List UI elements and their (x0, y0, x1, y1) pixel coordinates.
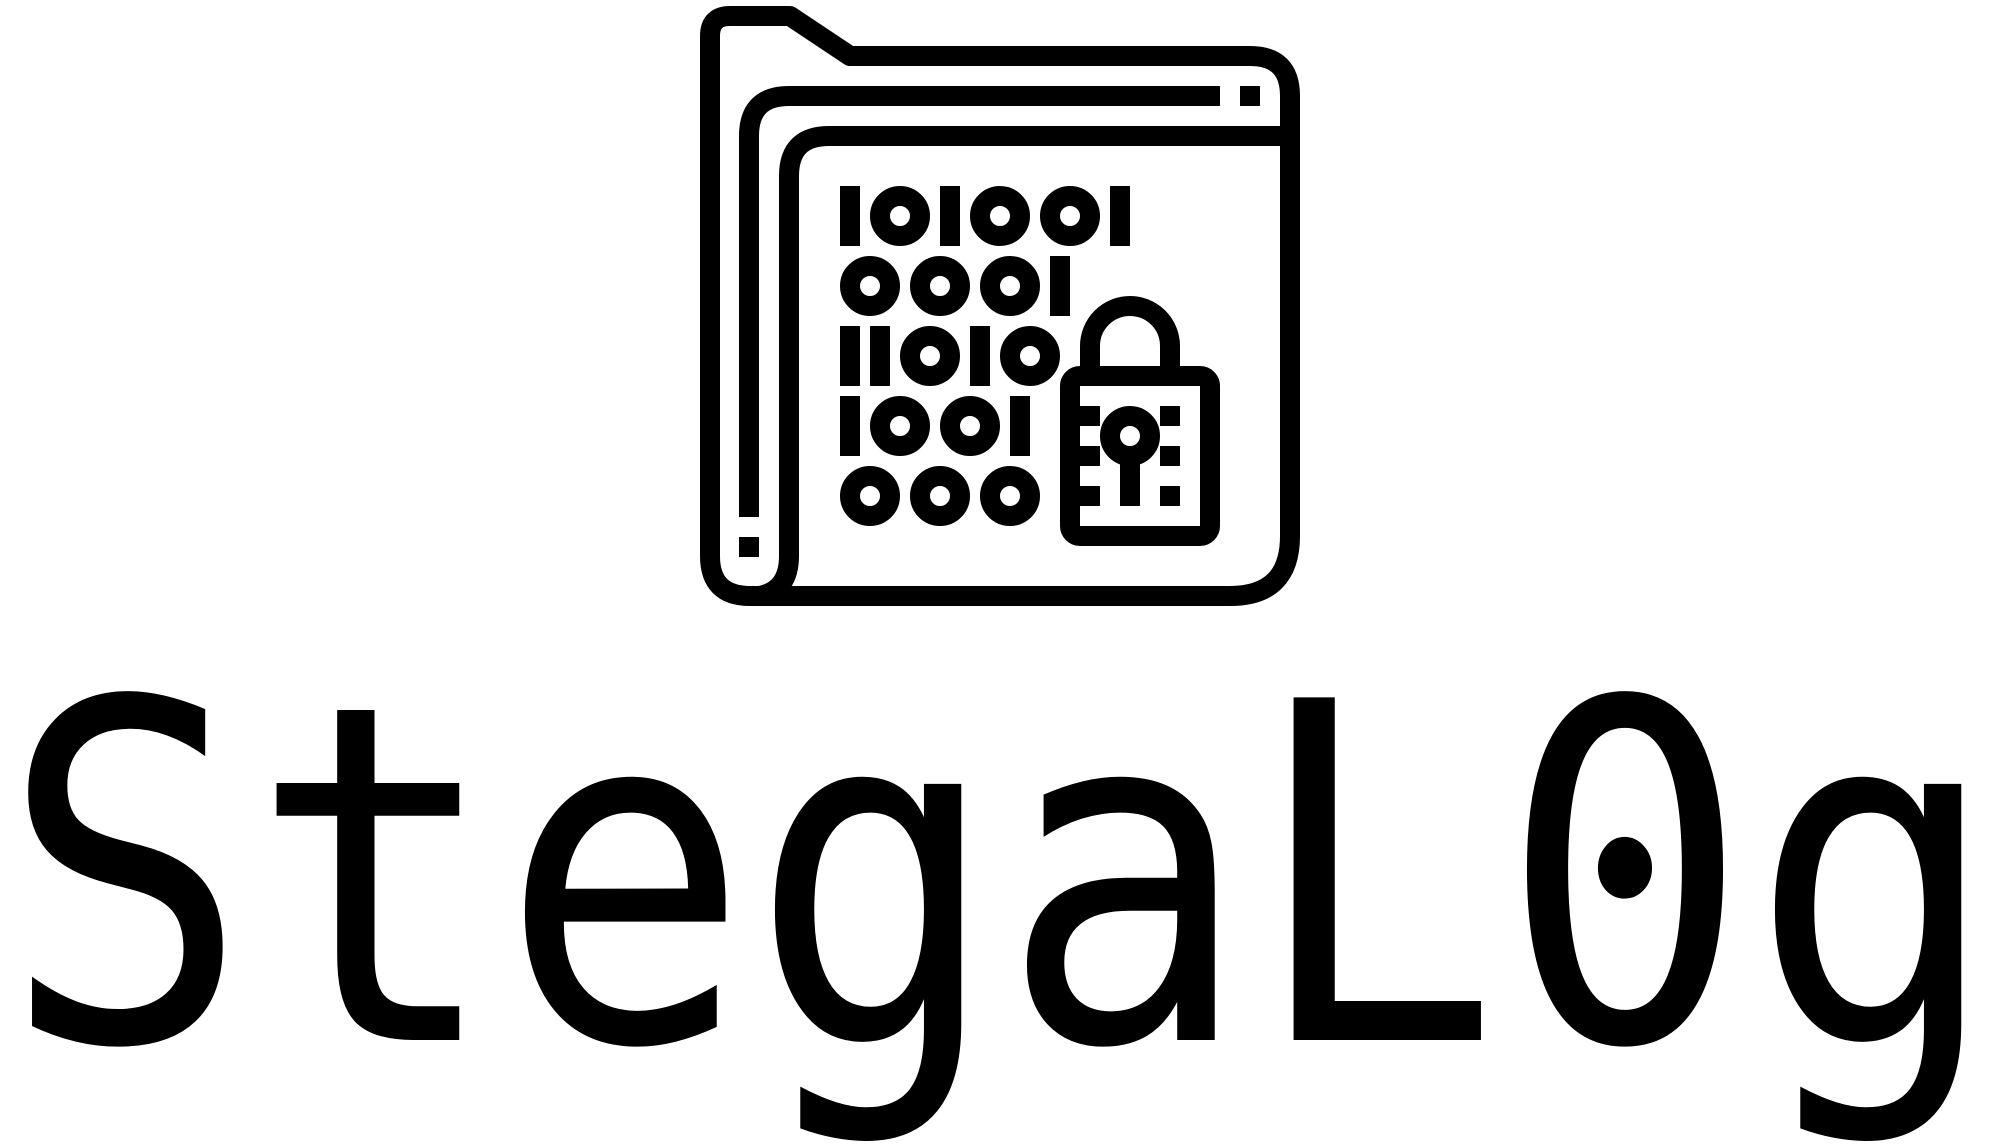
icon-bit (840, 396, 860, 456)
icon-bit (870, 396, 930, 456)
icon-bit (840, 186, 860, 246)
lock-notch (1160, 406, 1180, 426)
logo-icon (700, 6, 1300, 606)
lock-notch (1160, 486, 1180, 506)
icon-bit (840, 256, 900, 316)
icon-bit (980, 466, 1040, 526)
icon-bit (910, 466, 970, 526)
icon-bit (970, 326, 990, 386)
lock-notch (1080, 406, 1100, 426)
icon-bit (940, 396, 1000, 456)
icon-bit (1110, 186, 1130, 246)
icon-bit (840, 326, 860, 386)
icon-bit (900, 326, 960, 386)
icon-bit (980, 256, 1040, 316)
icon-bit (1040, 186, 1100, 246)
icon-bit (910, 256, 970, 316)
lock-notch (1080, 446, 1100, 466)
icon-bit (870, 186, 930, 246)
icon-bit (1000, 326, 1060, 386)
icon-bit (1010, 396, 1030, 456)
lock-notch (1160, 446, 1180, 466)
logo-text: StegaL0g (0, 604, 2000, 1146)
icon-bit (940, 186, 960, 246)
icon-bit (870, 326, 890, 386)
icon-bit (1050, 256, 1070, 316)
icon-bit (970, 186, 1030, 246)
lock-notch (1080, 486, 1100, 506)
icon-bit (840, 466, 900, 526)
